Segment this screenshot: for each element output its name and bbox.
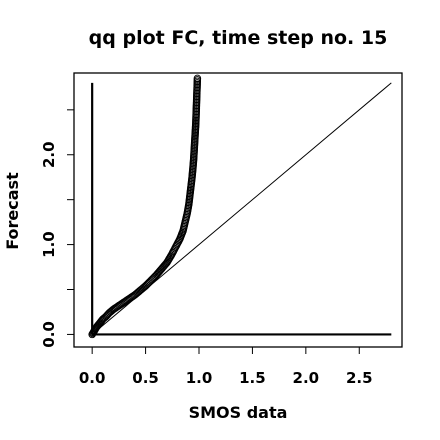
y-tick-label: 1.0 bbox=[40, 231, 58, 258]
x-axis-title: SMOS data bbox=[189, 403, 288, 422]
chart-title: qq plot FC, time step no. 15 bbox=[89, 27, 388, 49]
y-tick-label: 0.0 bbox=[40, 321, 58, 348]
x-tick-label: 2.5 bbox=[346, 369, 373, 387]
y-axis-title: Forecast bbox=[3, 172, 22, 250]
x-axis: 0.0 0.5 1.0 1.5 2.0 2.5 bbox=[79, 347, 373, 387]
y-axis: 0.0 1.0 2.0 bbox=[40, 109, 74, 348]
data-points bbox=[88, 74, 202, 339]
x-tick-label: 0.0 bbox=[79, 369, 106, 387]
plot-frame bbox=[73, 72, 403, 348]
y-tick-label: 2.0 bbox=[40, 141, 58, 168]
x-tick-label: 1.5 bbox=[239, 369, 266, 387]
data-point bbox=[193, 74, 202, 83]
x-tick-label: 0.5 bbox=[132, 369, 159, 387]
x-tick-label: 2.0 bbox=[293, 369, 320, 387]
x-tick-label: 1.0 bbox=[186, 369, 213, 387]
